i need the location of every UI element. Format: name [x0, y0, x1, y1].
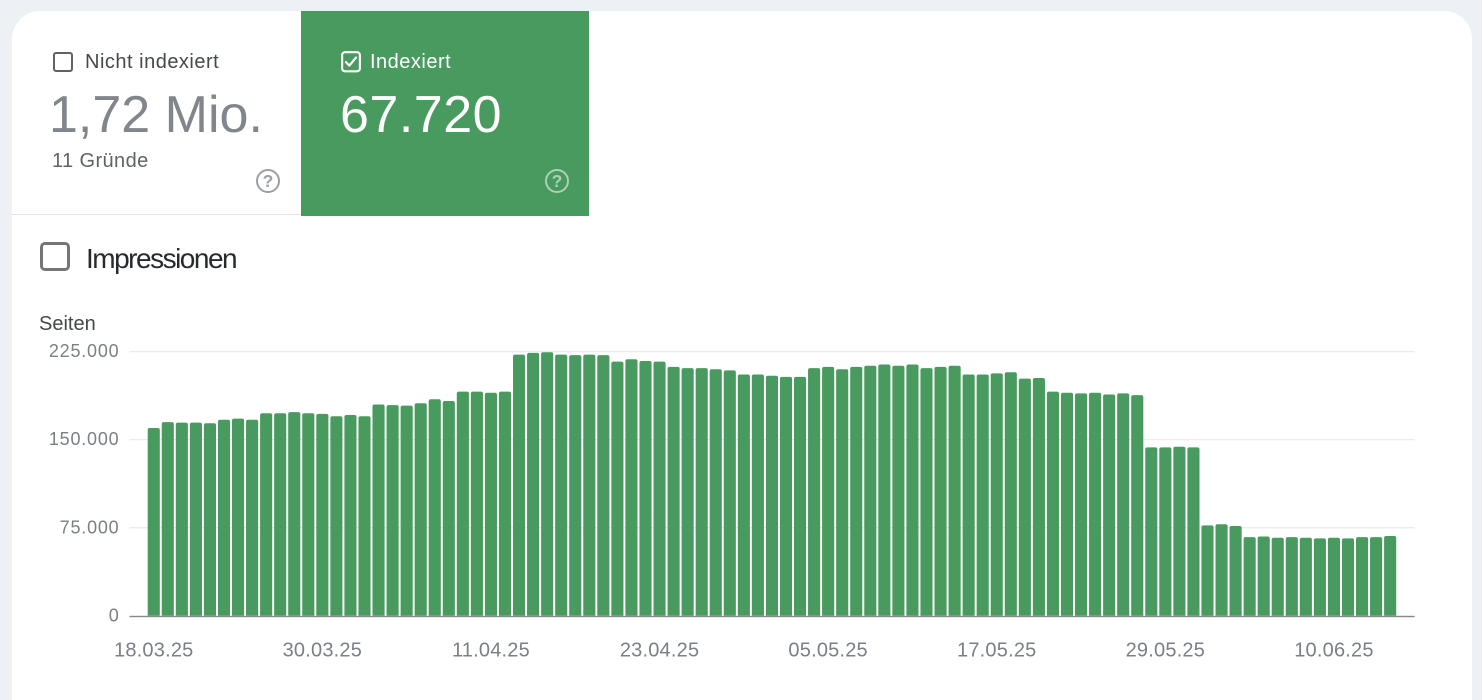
svg-text:05.05.25: 05.05.25 [788, 640, 867, 662]
svg-text:11.04.25: 11.04.25 [452, 640, 530, 662]
svg-text:150.000: 150.000 [49, 429, 120, 449]
svg-text:0: 0 [109, 605, 120, 625]
svg-text:?: ? [263, 171, 274, 191]
svg-text:10.06.25: 10.06.25 [1294, 640, 1373, 662]
svg-text:30.03.25: 30.03.25 [283, 640, 362, 662]
svg-text:29.05.25: 29.05.25 [1126, 640, 1205, 662]
svg-text:75.000: 75.000 [60, 517, 120, 537]
svg-text:225.000: 225.000 [49, 341, 120, 361]
svg-text:17.05.25: 17.05.25 [957, 640, 1036, 662]
svg-text:Seiten: Seiten [39, 313, 96, 335]
svg-text:?: ? [552, 171, 563, 191]
svg-text:18.03.25: 18.03.25 [114, 640, 193, 662]
svg-text:23.04.25: 23.04.25 [620, 640, 699, 662]
